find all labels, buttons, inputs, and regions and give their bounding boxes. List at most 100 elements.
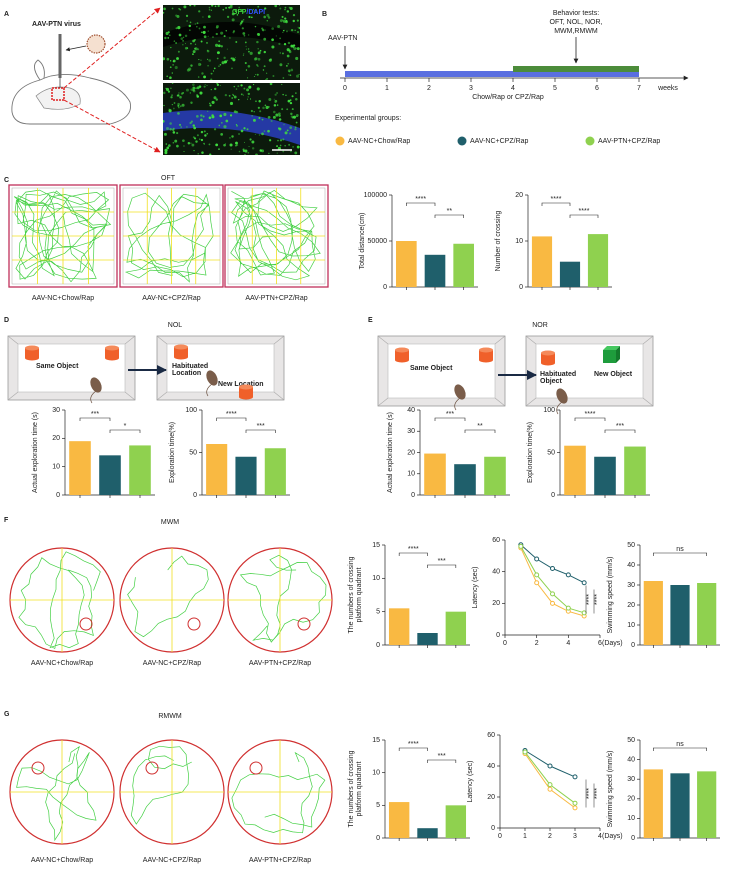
speckle [225, 30, 227, 32]
speckle [188, 24, 192, 28]
bracket [574, 417, 606, 421]
speckle [235, 88, 238, 90]
track-label: AAV-NC+CPZ/Rap [143, 857, 202, 864]
mouse [206, 370, 218, 386]
speckle [178, 33, 182, 37]
speckle [286, 54, 290, 58]
speckle [219, 63, 222, 66]
series-marker [550, 600, 555, 606]
y-tick-label: 50 [547, 449, 555, 456]
y-axis-label: Latency (sec) [467, 760, 474, 802]
speckle [274, 99, 278, 103]
gfp-label: GFP [232, 9, 247, 16]
speckle [169, 76, 172, 80]
speckle [177, 112, 180, 115]
speckle [291, 95, 294, 98]
panel-title: NOL [168, 322, 183, 329]
object-top [541, 350, 555, 356]
significance: *** [257, 423, 265, 430]
speckle [235, 110, 239, 114]
speckle [279, 144, 282, 147]
speckle [208, 59, 212, 62]
speckle [200, 63, 202, 65]
speckle [188, 67, 192, 71]
series-marker [547, 763, 553, 769]
speckle [206, 49, 210, 53]
swim-path [230, 189, 321, 281]
y-tick-label: 20 [487, 794, 495, 801]
y-tick-label: 10 [372, 770, 380, 777]
speckle [283, 42, 287, 46]
speckle [247, 48, 250, 50]
speckle [231, 135, 234, 138]
speckle [272, 115, 276, 119]
speckle [294, 151, 298, 155]
speckle [174, 139, 178, 143]
speckle [261, 149, 265, 153]
bar [624, 446, 646, 495]
speckle [244, 154, 246, 155]
speckle [217, 83, 219, 85]
y-tick-label: 50 [627, 542, 635, 549]
speckle [164, 132, 167, 136]
speckle [288, 50, 292, 54]
speckle [257, 51, 261, 55]
speckle [273, 98, 275, 100]
mouse-tail [206, 383, 213, 397]
speckle [180, 126, 182, 128]
speckle [247, 151, 250, 154]
speckle [189, 5, 192, 7]
speckle [290, 112, 293, 116]
speckle [242, 18, 245, 21]
speckle [183, 145, 185, 147]
speckle [250, 16, 253, 19]
speckle [274, 5, 278, 8]
speckle [206, 132, 209, 135]
bar [531, 236, 553, 287]
y-axis-label: The numbers of crossing [348, 750, 355, 827]
bracket [398, 552, 428, 556]
speckle [204, 83, 206, 86]
speckle [200, 138, 204, 142]
speckle [177, 102, 180, 106]
y-tick-label: 100 [185, 407, 197, 414]
diagram-label: Object [540, 378, 562, 385]
box-edge [377, 397, 389, 407]
arena-frame [8, 184, 118, 288]
speckle [276, 152, 278, 154]
time-tick-label: 5 [553, 85, 557, 92]
speckle [215, 43, 219, 47]
virus-arrow [65, 45, 87, 52]
speckle [295, 56, 299, 61]
speckle [200, 114, 203, 117]
speckle [192, 53, 194, 56]
speckle [192, 86, 196, 90]
speckle [274, 93, 277, 96]
speckle [166, 57, 170, 61]
speckle [229, 143, 233, 147]
speckle [238, 150, 241, 153]
bar [69, 441, 91, 495]
speckle [167, 37, 170, 39]
speckle [290, 28, 294, 32]
speckle [236, 144, 239, 147]
speckle [253, 57, 257, 61]
y-tick-label: 0 [411, 492, 415, 499]
speckle [246, 88, 250, 92]
track-label: AAV-NC+Chow/Rap [32, 295, 94, 302]
box-edge [273, 335, 285, 345]
significance: **** [594, 788, 601, 799]
y-tick-label: 0 [56, 492, 60, 499]
speckle [247, 64, 251, 68]
speckle [297, 31, 299, 34]
speckle [166, 75, 168, 78]
speckle [229, 114, 233, 117]
injection-site [51, 87, 65, 101]
brain [35, 86, 81, 110]
speckle [282, 31, 284, 33]
speckle [186, 126, 188, 128]
y-tick-label: 20 [52, 435, 60, 442]
speckle [218, 65, 220, 67]
bar [206, 444, 228, 495]
speckle [289, 126, 293, 129]
